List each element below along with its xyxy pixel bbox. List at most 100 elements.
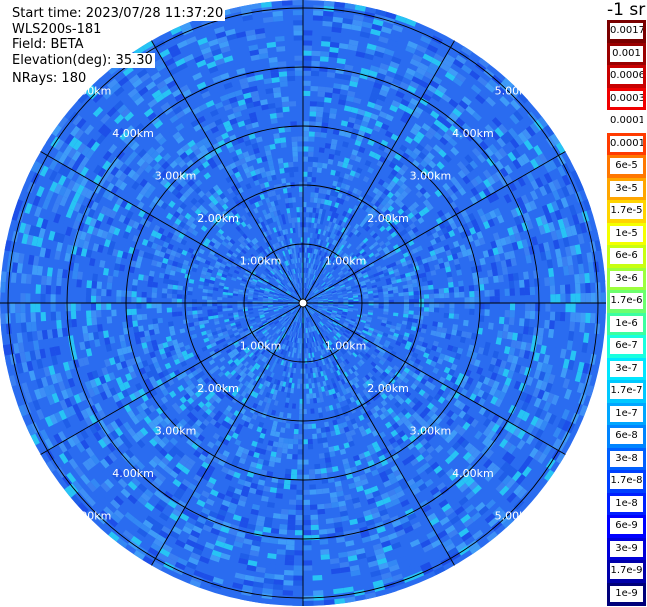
ppi-cell — [241, 397, 248, 404]
ppi-cell — [424, 466, 434, 475]
ppi-cell — [232, 492, 241, 500]
ppi-cell — [393, 289, 399, 294]
ppi-cell — [330, 287, 336, 291]
ppi-cell — [463, 215, 471, 224]
ppi-cell — [349, 340, 355, 346]
ppi-cell — [383, 188, 391, 196]
ppi-cell — [347, 207, 353, 214]
ppi-cell — [408, 205, 416, 213]
ppi-cell — [304, 353, 307, 359]
ppi-cell — [279, 309, 285, 313]
ppi-cell — [495, 337, 502, 345]
ppi-cell — [153, 106, 164, 116]
ppi-cell — [446, 116, 456, 125]
ppi-cell — [359, 333, 366, 339]
ppi-cell — [331, 343, 336, 350]
ppi-cell — [272, 244, 277, 250]
ppi-cell — [374, 392, 381, 399]
ppi-cell — [237, 303, 243, 306]
ppi-cell — [287, 290, 292, 294]
ppi-cell — [159, 512, 170, 522]
ppi-cell — [382, 246, 389, 253]
ppi-cell — [147, 184, 156, 194]
ppi-cell — [139, 410, 148, 419]
ppi-cell — [194, 520, 205, 530]
ppi-cell — [311, 534, 320, 541]
ppi-cell — [468, 254, 475, 262]
ppi-cell — [212, 191, 220, 199]
ppi-cell — [342, 311, 348, 314]
ppi-cell — [306, 267, 308, 273]
ppi-cell — [190, 329, 197, 335]
ppi-cell — [277, 483, 284, 489]
ppi-cell — [326, 312, 332, 316]
ppi-cell — [176, 294, 183, 299]
ppi-cell — [372, 367, 379, 374]
ppi-cell — [341, 315, 347, 319]
ppi-cell — [411, 247, 419, 254]
ppi-cell — [493, 275, 499, 283]
ppi-cell — [394, 371, 402, 378]
ppi-cell — [234, 334, 241, 339]
ppi-cell — [249, 378, 255, 385]
ppi-cell — [413, 290, 419, 296]
ppi-cell — [322, 283, 327, 288]
ppi-cell — [209, 276, 216, 281]
ppi-cell — [298, 317, 300, 323]
ppi-cell — [222, 303, 228, 306]
ppi-cell — [359, 241, 365, 247]
ppi-cell — [303, 313, 305, 319]
ppi-cell — [268, 309, 274, 312]
ppi-cell — [403, 303, 410, 307]
ppi-cell — [195, 140, 204, 149]
ppi-cell — [370, 375, 377, 382]
ppi-cell — [359, 473, 367, 481]
ppi-cell — [303, 80, 311, 86]
ppi-cell — [288, 298, 294, 301]
ppi-cell — [413, 135, 422, 144]
ppi-cell — [375, 345, 382, 352]
ppi-cell — [419, 438, 428, 447]
ppi-cell — [319, 219, 324, 225]
ppi-cell — [428, 383, 436, 391]
ppi-cell — [322, 294, 327, 297]
ppi-cell — [222, 120, 232, 128]
ppi-cell — [255, 520, 265, 527]
ppi-cell — [347, 508, 356, 516]
ppi-cell — [334, 347, 339, 354]
ppi-cell — [317, 162, 323, 168]
ppi-cell — [282, 417, 287, 423]
ppi-cell — [319, 56, 329, 62]
ppi-cell — [334, 266, 340, 272]
ppi-cell — [202, 160, 210, 169]
ppi-cell — [289, 314, 294, 319]
ppi-cell — [265, 88, 274, 95]
ppi-cell — [303, 545, 312, 551]
ppi-cell — [348, 513, 357, 521]
ppi-cell — [398, 430, 406, 438]
ppi-cell — [131, 416, 140, 425]
ppi-cell — [65, 226, 73, 237]
ppi-cell — [294, 279, 297, 284]
ppi-cell — [196, 115, 206, 124]
ppi-cell — [331, 228, 336, 234]
ppi-cell — [320, 274, 325, 280]
ppi-cell — [378, 303, 384, 306]
ppi-cell — [142, 347, 150, 355]
ppi-cell — [382, 332, 389, 338]
ppi-cell — [254, 431, 261, 438]
ppi-cell — [299, 272, 302, 278]
ppi-cell — [282, 360, 287, 367]
ppi-cell — [260, 274, 266, 279]
ppi-cell — [293, 301, 298, 303]
ppi-cell — [312, 304, 318, 307]
ppi-cell — [275, 266, 280, 272]
ppi-cell — [97, 212, 105, 222]
ppi-cell — [273, 184, 279, 191]
ppi-cell — [415, 407, 424, 416]
ppi-cell — [319, 539, 329, 545]
ppi-cell — [155, 366, 163, 374]
ppi-cell — [215, 188, 223, 196]
ppi-cell — [303, 368, 306, 374]
ppi-cell — [398, 103, 408, 112]
